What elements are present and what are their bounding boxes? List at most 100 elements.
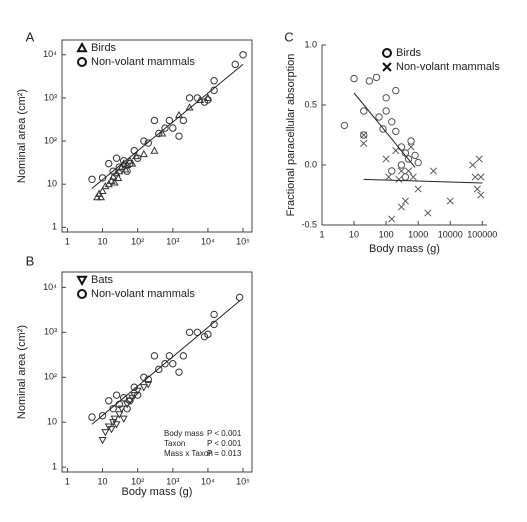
data-point (397, 161, 406, 169)
x-tick-label: 10² (131, 236, 144, 246)
data-point (112, 421, 121, 429)
data-point (112, 391, 121, 399)
data-point (239, 51, 247, 59)
x-tick-label: 100000 (467, 229, 497, 239)
stat-term: Taxon (164, 439, 185, 448)
data-point (123, 404, 131, 413)
data-point (155, 365, 163, 374)
data-point (411, 151, 419, 160)
stat-p: P < 0.001 (207, 439, 242, 448)
x-tick-label: 10³ (166, 236, 179, 246)
data-point (365, 77, 374, 85)
data-point (150, 146, 159, 154)
y-tick-label: 1.0 (304, 39, 317, 49)
data-point (169, 360, 177, 368)
data-point (96, 192, 106, 201)
y-axis-label: Fractional paracellular absorption (285, 54, 297, 217)
data-point (193, 94, 202, 102)
stat-term: Body mass (164, 429, 204, 438)
data-point (109, 172, 118, 180)
data-point (360, 139, 368, 147)
data-point (105, 159, 113, 168)
data-point (161, 124, 169, 132)
y-axis-label: Nominal area (cm²) (16, 89, 28, 183)
data-point (150, 352, 159, 360)
data-point (98, 411, 107, 420)
data-point (382, 94, 390, 102)
x-tick-label: 10⁴ (201, 476, 215, 486)
plot-frame (61, 271, 253, 473)
data-point (112, 154, 121, 162)
x-tick-label: 10⁵ (236, 236, 250, 246)
data-point (140, 137, 148, 145)
x-tick-label: 10000 (438, 229, 463, 239)
data-point (477, 173, 485, 181)
data-point (382, 107, 390, 115)
data-point (179, 116, 188, 125)
data-point (185, 103, 194, 111)
x-tick-label: 10⁴ (201, 236, 215, 246)
x-tick-label: 1 (65, 476, 70, 486)
data-point (144, 139, 152, 147)
y-tick-label: 10² (44, 372, 57, 382)
data-point (350, 74, 358, 83)
data-point (155, 129, 163, 138)
data-point (119, 415, 128, 423)
legend-label: Non-volant mammals (91, 288, 195, 300)
fit-line (353, 92, 416, 168)
legend-marker (76, 275, 88, 287)
y-tick-label: 10² (44, 135, 57, 145)
data-point (169, 124, 177, 132)
data-point (158, 129, 167, 137)
data-point (130, 146, 138, 155)
data-point (409, 173, 417, 181)
data-point (477, 191, 485, 199)
data-point (120, 157, 128, 165)
y-tick-label: 10³ (44, 327, 57, 337)
data-point (104, 179, 113, 188)
data-point (88, 175, 96, 183)
data-point (475, 155, 483, 163)
data-point (196, 95, 205, 103)
y-tick-label: 1 (52, 222, 57, 232)
data-point (210, 77, 218, 85)
y-tick-label: 0.5 (304, 99, 317, 109)
data-point (115, 166, 124, 175)
data-point (114, 173, 123, 181)
data-point (429, 167, 438, 175)
data-point (130, 392, 139, 400)
data-point (340, 121, 349, 130)
x-tick-label: 10⁵ (236, 476, 250, 486)
legend-label: Birds (396, 47, 422, 59)
y-tick-label: 10 (47, 179, 57, 189)
stat-p: P = 0.013 (207, 449, 242, 458)
legend-marker (77, 289, 87, 299)
x-tick-label: 1000 (408, 229, 428, 239)
x-tick-label: 10² (131, 476, 144, 486)
data-point (360, 107, 368, 115)
data-point (105, 397, 113, 405)
stat-term: Mass x Taxon (164, 449, 213, 458)
data-point (121, 165, 130, 173)
x-tick-label: 10 (98, 236, 108, 246)
panel-label: C (284, 29, 293, 44)
data-point (179, 352, 188, 360)
data-point (115, 411, 124, 419)
data-point (397, 143, 406, 151)
data-point (210, 310, 218, 319)
data-point (132, 151, 141, 160)
legend-marker (382, 48, 392, 58)
data-point (133, 154, 142, 162)
data-point (110, 415, 119, 423)
x-axis-label: Body mass (g) (122, 486, 193, 498)
data-point (88, 413, 96, 421)
y-tick-label: 10⁴ (43, 49, 57, 59)
data-point (101, 429, 110, 437)
panel-label: B (26, 253, 35, 268)
data-point (407, 143, 415, 151)
legend-label: Non-volant mammals (396, 61, 500, 73)
data-point (126, 159, 134, 168)
data-point (185, 328, 194, 337)
x-axis-label: Body mass (g) (369, 243, 440, 255)
data-point (392, 147, 400, 155)
